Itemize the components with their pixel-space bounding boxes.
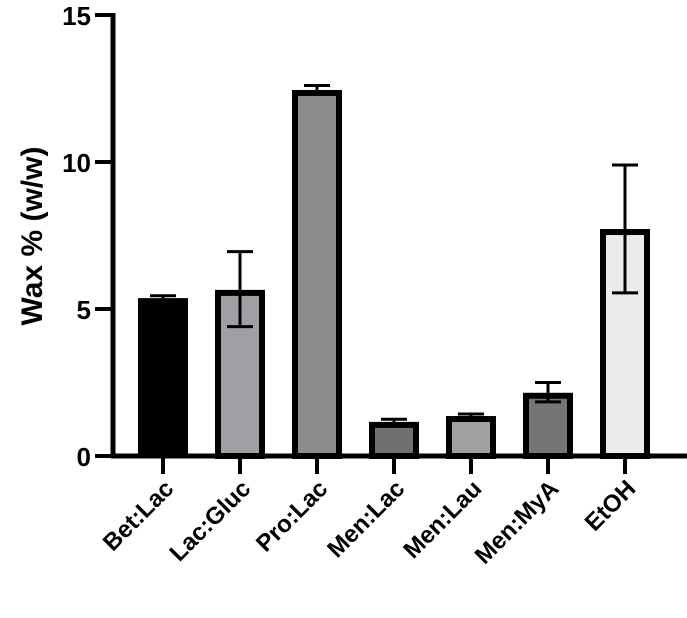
x-tick-label: Lac:Gluc — [165, 475, 257, 567]
y-axis: 0 5 10 15 — [62, 1, 116, 472]
x-tick-label: Men:MyA — [470, 475, 565, 570]
x-axis: Bet:LacLac:GlucPro:LacMen:LacMen:LauMen:… — [98, 453, 687, 570]
y-axis-title: Wax % (w/w) — [16, 147, 49, 326]
bar — [523, 392, 573, 460]
error-bars-group — [150, 84, 638, 422]
bar — [369, 421, 419, 459]
x-tick-label: EtOH — [580, 475, 642, 537]
y-tick-label: 10 — [62, 148, 91, 178]
bars-group — [138, 89, 650, 460]
y-tick-label: 15 — [62, 1, 91, 31]
bar — [138, 298, 188, 456]
bar — [292, 89, 342, 459]
bar — [446, 416, 496, 459]
x-tick-label: Pro:Lac — [251, 475, 333, 557]
y-tick-label: 0 — [77, 442, 91, 472]
y-tick-label: 5 — [77, 295, 91, 325]
x-tick-label: Men:Lac — [322, 475, 410, 563]
